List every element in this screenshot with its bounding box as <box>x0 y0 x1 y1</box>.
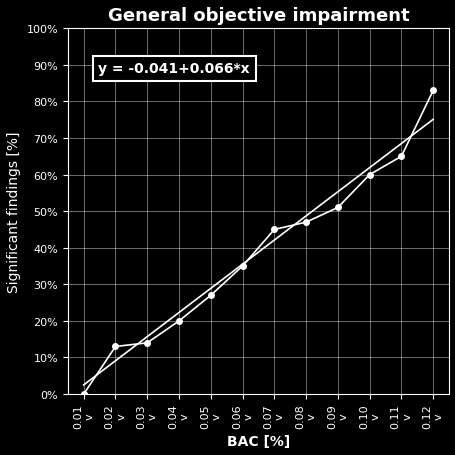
Title: General objective impairment: General objective impairment <box>107 7 409 25</box>
X-axis label: BAC [%]: BAC [%] <box>226 434 289 448</box>
Text: y = -0.041+0.066*x: y = -0.041+0.066*x <box>98 62 249 76</box>
Y-axis label: Significant findings [%]: Significant findings [%] <box>7 131 21 292</box>
